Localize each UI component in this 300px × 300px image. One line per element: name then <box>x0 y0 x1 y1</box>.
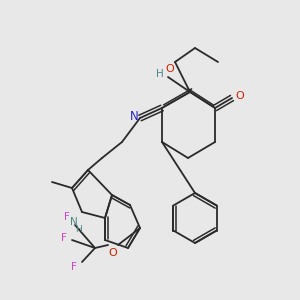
Text: N: N <box>70 217 78 227</box>
Text: H: H <box>75 226 81 235</box>
Text: H: H <box>156 69 164 79</box>
Text: F: F <box>71 262 77 272</box>
Text: O: O <box>236 91 244 101</box>
Text: N: N <box>130 110 138 122</box>
Text: O: O <box>109 248 117 258</box>
Text: O: O <box>166 64 174 74</box>
Text: F: F <box>64 212 70 222</box>
Text: F: F <box>61 233 67 243</box>
